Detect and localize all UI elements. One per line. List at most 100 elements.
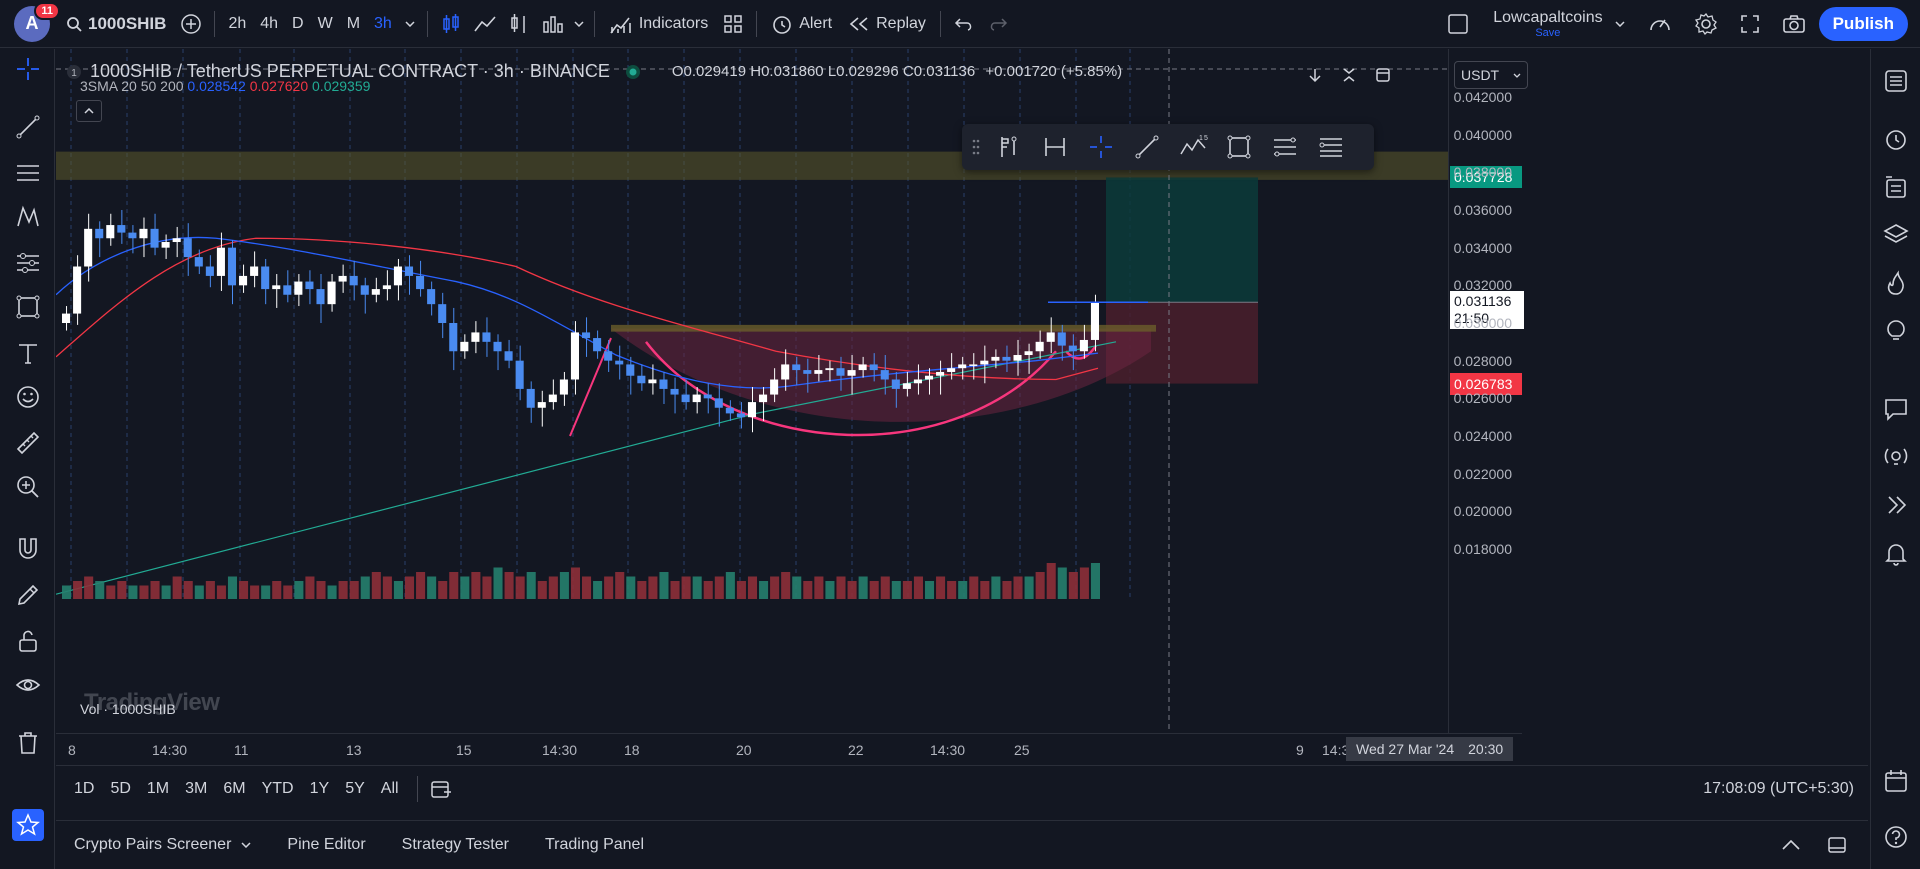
undo-button[interactable] (947, 7, 981, 41)
zoom-tool[interactable] (12, 471, 44, 503)
settings-button[interactable] (1689, 7, 1723, 41)
interval-d[interactable]: D (292, 14, 304, 32)
tab-trading-panel[interactable]: Trading Panel (544, 836, 644, 853)
range-1d[interactable]: 1D (74, 779, 95, 797)
measure-tool[interactable] (12, 427, 44, 459)
compare-symbol-button[interactable] (174, 7, 208, 41)
chats-button[interactable] (1880, 393, 1912, 425)
trendline-tool[interactable] (12, 111, 44, 143)
object-tree-button[interactable] (1880, 171, 1912, 203)
watchlist-button[interactable] (1880, 65, 1912, 97)
crosshair-tool[interactable] (12, 53, 44, 85)
anchored-vwap-button[interactable] (986, 129, 1032, 165)
lock-drawings-tool[interactable] (12, 625, 44, 657)
symbol-search[interactable]: 1000SHIB (66, 14, 166, 34)
ideas-button[interactable] (1880, 315, 1912, 347)
candle (747, 402, 757, 418)
maximize-panel-button[interactable] (1820, 828, 1854, 862)
magnet-tool[interactable] (12, 533, 44, 565)
legend-collapse-icon[interactable]: 1 (66, 64, 82, 80)
user-avatar[interactable]: A 11 (14, 1, 60, 42)
move-pane-down-button[interactable] (1298, 63, 1332, 87)
clock-timezone[interactable]: 17:08:09 (UTC+5:30) (1703, 780, 1854, 797)
price-tick: 0.020000 (1453, 503, 1512, 520)
symbol-title[interactable]: 1000SHIB / TetherUS PERPETUAL CONTRACT ·… (90, 61, 610, 81)
interval-4h[interactable]: 4h (260, 14, 279, 32)
help-button[interactable] (1880, 821, 1912, 853)
range-6m[interactable]: 6M (223, 779, 246, 797)
notifications-button[interactable] (1880, 537, 1912, 569)
interval-dropdown[interactable] (399, 7, 421, 41)
column-chart-type-button[interactable] (536, 7, 570, 41)
range-3m[interactable]: 3M (185, 779, 208, 797)
layout-name[interactable]: Lowcapaltcoins Save (1493, 9, 1602, 39)
collapse-panel-button[interactable] (1774, 828, 1808, 862)
fib-tool[interactable] (12, 157, 44, 189)
range-1m[interactable]: 1M (146, 779, 170, 797)
volume-bar (803, 581, 813, 599)
quick-search-button[interactable] (1643, 7, 1677, 41)
sma-legend[interactable]: 3SMA 20 50 200 0.028542 0.027620 0.02935… (80, 78, 370, 94)
rectangle-button[interactable] (1216, 129, 1262, 165)
fib-retracement-button[interactable] (1262, 129, 1308, 165)
tab-crypto-pairs-screener[interactable]: Crypto Pairs Screener (56, 836, 269, 854)
interval-2h[interactable]: 2h (228, 14, 247, 32)
fib-extension-button[interactable] (1308, 129, 1354, 165)
remove-drawings-tool[interactable] (12, 727, 44, 759)
maximize-pane-button[interactable] (1366, 63, 1400, 87)
fullscreen-button[interactable] (1733, 7, 1767, 41)
publish-button[interactable]: Publish (1818, 7, 1908, 41)
collapse-pane-button[interactable] (1332, 63, 1366, 87)
collapse-legend-button[interactable] (76, 100, 102, 122)
redo-button[interactable] (981, 7, 1015, 41)
text-tool[interactable] (12, 337, 44, 369)
indicators-button[interactable]: Indicators (601, 13, 716, 35)
volume-bar (316, 581, 326, 599)
cross-line-button[interactable] (1078, 129, 1124, 165)
layers-button[interactable] (1880, 219, 1912, 251)
trend-line-button[interactable] (1124, 129, 1170, 165)
drawing-mode-tool[interactable] (12, 579, 44, 611)
range-ytd[interactable]: YTD (261, 779, 294, 797)
layouts-button[interactable] (716, 7, 750, 41)
drag-handle[interactable] (966, 129, 986, 165)
calendar-button[interactable] (1880, 765, 1912, 797)
hotlists-button[interactable] (1880, 267, 1912, 299)
chart-type-dropdown[interactable] (570, 7, 588, 41)
interval-w[interactable]: W (317, 14, 333, 32)
tab-strategy-tester[interactable]: Strategy Tester (401, 836, 509, 853)
range-5d[interactable]: 5D (110, 779, 131, 797)
icons-tool[interactable] (12, 381, 44, 413)
interval-3h[interactable]: 3h (374, 14, 392, 32)
alert-button[interactable]: Alert (763, 13, 840, 35)
shapes-tool[interactable] (12, 291, 44, 323)
streams-button[interactable] (1880, 441, 1912, 473)
candles-chart-type-button[interactable] (434, 7, 468, 41)
favorites-tool[interactable] (12, 809, 44, 841)
forecasting-tool[interactable] (12, 247, 44, 279)
patterns-tool[interactable] (12, 201, 44, 233)
volume-bar (272, 581, 282, 599)
tab-pine-editor[interactable]: Pine Editor (287, 836, 366, 853)
select-layout-checkbox[interactable] (1441, 7, 1475, 41)
snapshot-button[interactable] (1777, 7, 1811, 41)
range-1y[interactable]: 1Y (309, 779, 330, 797)
calendar-events-button[interactable] (1880, 489, 1912, 521)
line-chart-type-button[interactable] (468, 7, 502, 41)
currency-select[interactable]: USDT (1454, 61, 1528, 89)
chart-pane[interactable]: 1 1000SHIB / TetherUS PERPETUAL CONTRACT… (56, 49, 1868, 811)
bars-chart-type-button[interactable] (502, 7, 536, 41)
layout-dropdown[interactable] (1609, 7, 1631, 41)
goto-date-button[interactable] (424, 772, 458, 806)
replay-button[interactable]: Replay (840, 15, 934, 33)
alerts-button[interactable] (1880, 123, 1912, 155)
date-range-button[interactable] (1032, 129, 1078, 165)
candle (338, 275, 347, 282)
interval-m[interactable]: M (346, 14, 361, 32)
range-all[interactable]: All (380, 779, 399, 797)
price-axis[interactable]: 0.037728 0.031136 21:50 0.026783 0.04200… (1448, 49, 1524, 733)
hide-drawings-tool[interactable] (12, 669, 44, 701)
range-5y[interactable]: 5Y (345, 779, 365, 797)
